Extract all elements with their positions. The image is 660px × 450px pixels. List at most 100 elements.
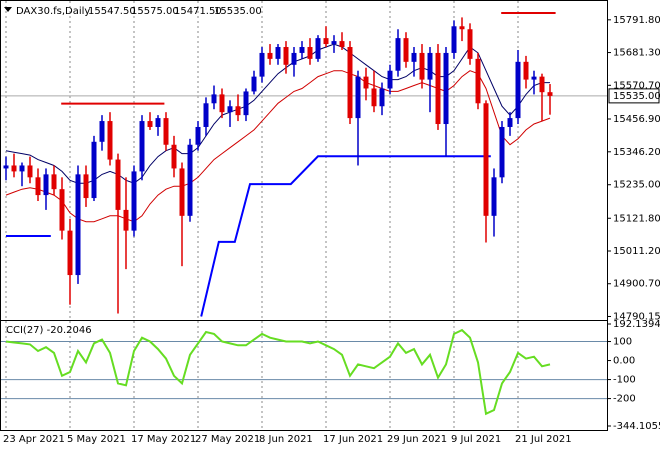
candle-body	[227, 106, 233, 113]
header-high: 15575.00	[131, 6, 179, 17]
candle-body	[419, 52, 425, 80]
moving-average	[5, 43, 550, 184]
candle-body	[115, 159, 121, 210]
header-close: 15535.00	[214, 6, 262, 17]
candle-body	[363, 76, 369, 89]
y-tick-label: 14900.70	[613, 279, 660, 290]
candle-body	[339, 41, 345, 48]
y-tick-label: 15011.20	[613, 246, 660, 257]
candle-body	[163, 118, 169, 145]
header: DAX30.fs,Daily	[16, 6, 90, 17]
candle-body	[83, 174, 89, 199]
candle-body	[91, 141, 97, 199]
candle-body	[99, 121, 105, 142]
candle-body	[147, 121, 153, 127]
candle-body	[267, 52, 273, 59]
candle-body	[483, 103, 489, 216]
candle-body	[547, 92, 553, 96]
candle-body	[155, 118, 161, 127]
candle-body	[491, 177, 497, 216]
candle-body	[19, 165, 25, 172]
candle-body	[371, 88, 377, 107]
candle-body	[211, 94, 217, 104]
cci-line	[5, 328, 551, 416]
candle-body	[179, 168, 185, 216]
x-tick-label: 8 Jun 2021	[259, 434, 313, 445]
y-tick-label: 15346.20	[613, 147, 660, 158]
x-tick-label: 21 Jul 2021	[515, 434, 572, 445]
candle-body	[195, 126, 201, 145]
candle-body	[523, 61, 529, 80]
candle-body	[3, 165, 9, 169]
candle-body	[427, 52, 433, 80]
y-tick-label: 15570.70	[613, 80, 660, 91]
candle-body	[515, 61, 521, 119]
candle-body	[531, 76, 537, 80]
candle-body	[315, 38, 321, 59]
last-price-box	[608, 88, 660, 104]
candle-body	[331, 41, 337, 45]
candle-body	[291, 52, 297, 65]
x-tick-label: 17 Jun 2021	[323, 434, 383, 445]
y-tick-label: -344.1055	[613, 421, 660, 432]
y-tick-label: 15681.30	[613, 48, 660, 59]
candle-body	[219, 94, 225, 113]
candle-body	[43, 174, 49, 196]
x-tick-label: 5 May 2021	[67, 434, 126, 445]
candle-body	[171, 144, 177, 169]
cci-title: CCI(27) -20.2046	[6, 325, 92, 336]
candle-body	[275, 47, 281, 59]
candle-body	[411, 52, 417, 62]
candle-body	[347, 47, 353, 119]
candle-body	[539, 76, 545, 93]
candle-body	[467, 29, 473, 59]
candle-body	[387, 70, 393, 89]
candle-body	[395, 38, 401, 71]
x-tick-label: 23 Apr 2021	[3, 434, 65, 445]
x-tick-label: 9 Jul 2021	[451, 434, 501, 445]
candle-body	[499, 126, 505, 178]
candle-body	[131, 171, 137, 231]
y-tick-label: 15456.90	[613, 114, 660, 125]
candle-body	[243, 91, 249, 116]
candle-body	[435, 52, 441, 125]
candle-body	[35, 177, 41, 196]
frame	[0, 0, 608, 431]
y-tick-label: 14790.15	[613, 311, 660, 322]
y-tick-label: 15235.00	[613, 180, 660, 191]
candle-body	[235, 106, 241, 116]
candle-body	[403, 38, 409, 62]
candle-body	[307, 47, 313, 59]
level-line	[6, 155, 491, 317]
y-tick-label: -100	[613, 375, 636, 386]
y-tick-label: -200	[613, 394, 636, 405]
candle-body	[259, 52, 265, 77]
header-low: 15471.50	[174, 6, 222, 17]
candle-body	[459, 26, 465, 30]
candle-body	[187, 144, 193, 216]
candle-body	[11, 165, 17, 172]
candle-body	[51, 174, 57, 190]
header-open: 15547.50	[88, 6, 136, 17]
candle-body	[123, 209, 129, 231]
candle-body	[323, 38, 329, 45]
candle-body	[379, 88, 385, 107]
candle-body	[507, 118, 513, 127]
y-tick-label: 15791.80	[613, 15, 660, 26]
y-tick-label: 15121.80	[613, 213, 660, 224]
candle-body	[355, 76, 361, 119]
candle-body	[299, 47, 305, 53]
candle-body	[27, 165, 33, 178]
candle-body	[475, 58, 481, 104]
candle-body	[67, 230, 73, 276]
x-tick-label: 29 Jun 2021	[387, 434, 447, 445]
y-tick-label: 0.00	[613, 356, 635, 367]
x-tick-label: 27 May 2021	[195, 434, 260, 445]
candle-body	[443, 52, 449, 125]
last-price-label: 15535.00	[613, 91, 660, 102]
candle-body	[75, 174, 81, 276]
candle-body	[203, 103, 209, 127]
candle-body	[451, 26, 457, 53]
y-tick-label: 100	[613, 337, 632, 348]
candle-body	[283, 47, 289, 65]
